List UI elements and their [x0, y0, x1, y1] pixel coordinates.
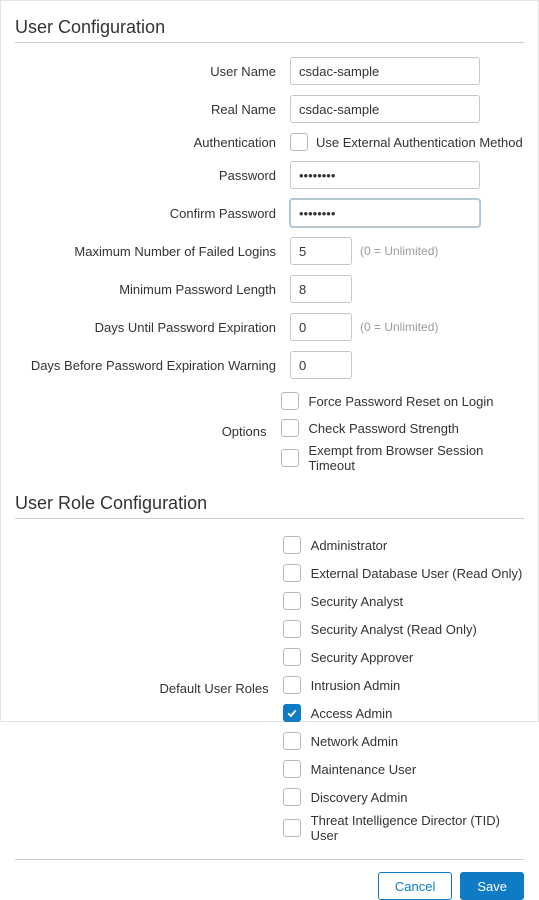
- role-1-checkbox[interactable]: [283, 564, 301, 582]
- role-9-row: Discovery Admin: [283, 785, 524, 809]
- option-1-row: Check Password Strength: [281, 416, 525, 440]
- role-10-label: Threat Intelligence Director (TID) User: [311, 813, 524, 843]
- option-2-row: Exempt from Browser Session Timeout: [281, 443, 525, 473]
- role-3-row: Security Analyst (Read Only): [283, 617, 524, 641]
- option-0-row: Force Password Reset on Login: [281, 389, 525, 413]
- label-min-password-length: Minimum Password Length: [15, 282, 290, 297]
- section-role-configuration-title: User Role Configuration: [15, 493, 524, 519]
- role-5-label: Intrusion Admin: [311, 678, 401, 693]
- save-button[interactable]: Save: [460, 872, 524, 900]
- role-3-label: Security Analyst (Read Only): [311, 622, 477, 637]
- label-confirm-password: Confirm Password: [15, 206, 290, 221]
- input-min-password-length[interactable]: [290, 275, 352, 303]
- label-options: Options: [15, 424, 281, 439]
- label-real-name: Real Name: [15, 102, 290, 117]
- role-6-row: Access Admin: [283, 701, 524, 725]
- role-4-row: Security Approver: [283, 645, 524, 669]
- hint-days-until-expiration: (0 = Unlimited): [360, 320, 438, 334]
- label-user-name: User Name: [15, 64, 290, 79]
- input-real-name[interactable]: [290, 95, 480, 123]
- role-0-label: Administrator: [311, 538, 388, 553]
- role-0-row: Administrator: [283, 533, 524, 557]
- section-user-configuration-title: User Configuration: [15, 17, 524, 43]
- role-9-checkbox[interactable]: [283, 788, 301, 806]
- role-1-label: External Database User (Read Only): [311, 566, 523, 581]
- label-password: Password: [15, 168, 290, 183]
- role-10-row: Threat Intelligence Director (TID) User: [283, 813, 524, 843]
- role-5-checkbox[interactable]: [283, 676, 301, 694]
- role-6-checkbox[interactable]: [283, 704, 301, 722]
- option-1-label: Check Password Strength: [309, 421, 459, 436]
- input-max-failed-logins[interactable]: [290, 237, 352, 265]
- input-password[interactable]: [290, 161, 480, 189]
- role-2-label: Security Analyst: [311, 594, 404, 609]
- role-3-checkbox[interactable]: [283, 620, 301, 638]
- role-7-label: Network Admin: [311, 734, 398, 749]
- option-1-checkbox[interactable]: [281, 419, 299, 437]
- input-confirm-password[interactable]: [290, 199, 480, 227]
- label-days-until-expiration: Days Until Password Expiration: [15, 320, 290, 335]
- option-0-label: Force Password Reset on Login: [309, 394, 494, 409]
- checkbox-external-auth-label: Use External Authentication Method: [316, 135, 523, 150]
- role-2-row: Security Analyst: [283, 589, 524, 613]
- option-0-checkbox[interactable]: [281, 392, 299, 410]
- role-7-checkbox[interactable]: [283, 732, 301, 750]
- input-user-name[interactable]: [290, 57, 480, 85]
- checkbox-external-auth[interactable]: [290, 133, 308, 151]
- role-4-checkbox[interactable]: [283, 648, 301, 666]
- role-6-label: Access Admin: [311, 706, 393, 721]
- label-max-failed-logins: Maximum Number of Failed Logins: [15, 244, 290, 259]
- label-days-before-warning: Days Before Password Expiration Warning: [15, 358, 290, 373]
- role-9-label: Discovery Admin: [311, 790, 408, 805]
- label-default-user-roles: Default User Roles: [15, 681, 283, 696]
- role-7-row: Network Admin: [283, 729, 524, 753]
- role-0-checkbox[interactable]: [283, 536, 301, 554]
- role-8-row: Maintenance User: [283, 757, 524, 781]
- hint-max-failed-logins: (0 = Unlimited): [360, 244, 438, 258]
- role-10-checkbox[interactable]: [283, 819, 301, 837]
- cancel-button[interactable]: Cancel: [378, 872, 452, 900]
- role-2-checkbox[interactable]: [283, 592, 301, 610]
- option-2-label: Exempt from Browser Session Timeout: [309, 443, 525, 473]
- role-8-label: Maintenance User: [311, 762, 417, 777]
- option-2-checkbox[interactable]: [281, 449, 299, 467]
- role-4-label: Security Approver: [311, 650, 414, 665]
- label-authentication: Authentication: [15, 135, 290, 150]
- role-5-row: Intrusion Admin: [283, 673, 524, 697]
- role-8-checkbox[interactable]: [283, 760, 301, 778]
- input-days-before-warning[interactable]: [290, 351, 352, 379]
- input-days-until-expiration[interactable]: [290, 313, 352, 341]
- role-1-row: External Database User (Read Only): [283, 561, 524, 585]
